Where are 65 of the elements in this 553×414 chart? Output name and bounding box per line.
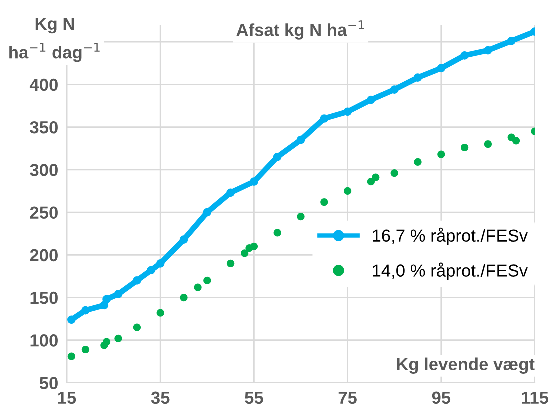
y-tick-label: 150 (30, 292, 58, 304)
point (226, 188, 235, 198)
x-tick-label: 75 (338, 392, 357, 404)
point (250, 242, 258, 250)
point (297, 212, 305, 221)
point (114, 334, 122, 342)
point (133, 276, 142, 285)
point (390, 86, 399, 94)
point (296, 136, 306, 144)
point (156, 260, 165, 268)
point (241, 250, 249, 258)
point (180, 236, 188, 244)
y-axis-title: Kg N ha$^{−1}$ dag$^{−1}$ (10, 18, 100, 62)
point (68, 352, 76, 360)
point (68, 316, 76, 324)
point (438, 150, 446, 158)
point (82, 346, 90, 354)
point (460, 144, 469, 152)
point (156, 309, 164, 317)
point (507, 37, 516, 46)
x-tick-label: 15 (58, 392, 76, 404)
x-axis-title: Kg levende vægt (397, 358, 535, 374)
x-tick-label: 115 (522, 392, 549, 404)
y-tick-label: 400 (30, 78, 58, 92)
point (414, 158, 422, 166)
y-tick-label: 350 (30, 121, 58, 134)
legend-label: 14,0 % råprot./FESv (373, 262, 528, 280)
point (114, 290, 123, 299)
point (274, 229, 282, 237)
y-tick-label: 250 (30, 206, 58, 219)
point (344, 187, 352, 196)
point (414, 74, 422, 82)
x-tick-label: 55 (245, 392, 264, 404)
legend-label: 16,7 % råprot./FESv (373, 228, 528, 246)
point (180, 294, 188, 302)
y-tick-label: 300 (30, 164, 58, 176)
point (320, 114, 329, 123)
point (367, 178, 376, 186)
point (147, 266, 156, 275)
point (367, 96, 376, 104)
point (203, 208, 212, 217)
point (512, 137, 520, 145)
x-tick-label: 95 (432, 392, 451, 404)
point (273, 152, 282, 162)
point (344, 108, 352, 116)
point (437, 64, 446, 73)
y-tick-label: 200 (30, 249, 58, 262)
point (460, 52, 469, 60)
point (390, 170, 398, 178)
y-tick-label: 50 (40, 377, 58, 390)
point (484, 140, 492, 148)
point (102, 338, 111, 346)
point (133, 324, 142, 332)
point (484, 46, 492, 55)
point (194, 284, 202, 292)
point (204, 276, 212, 285)
point (320, 198, 328, 206)
point (102, 295, 111, 304)
y-tick-label: 100 (30, 334, 58, 347)
x-tick-label: 35 (151, 392, 170, 404)
point (372, 174, 380, 182)
point (250, 178, 258, 186)
point (226, 260, 235, 268)
point (82, 306, 90, 315)
chart-title: Afsat kg N ha$^{−1}$ (236, 20, 364, 40)
